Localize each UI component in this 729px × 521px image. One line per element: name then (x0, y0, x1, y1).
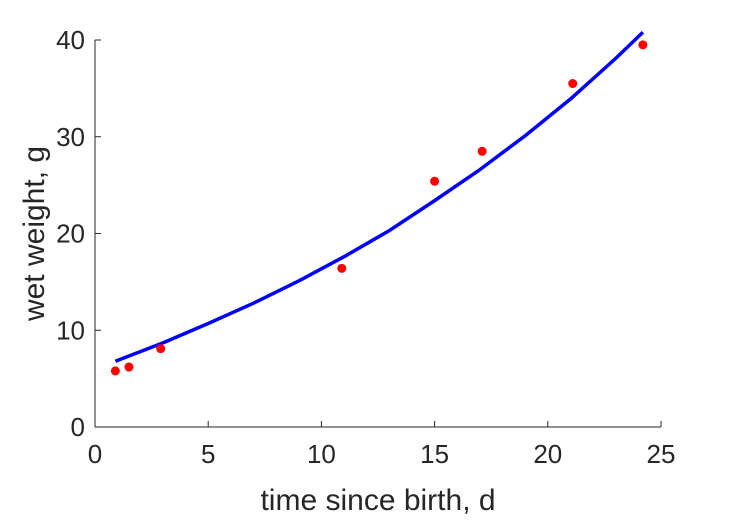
y-tick-label: 10 (56, 315, 85, 345)
x-tick-label: 0 (88, 439, 102, 469)
x-tick-label: 20 (533, 439, 562, 469)
data-point (568, 79, 578, 89)
data-point (430, 176, 440, 186)
fit-curve-line (114, 30, 645, 363)
y-tick-label: 30 (56, 122, 85, 152)
series-layer (110, 30, 648, 376)
y-tick-label: 0 (71, 412, 85, 442)
x-tick-label: 10 (307, 439, 336, 469)
data-point (638, 40, 648, 50)
y-tick-label: 20 (56, 219, 85, 249)
axes: 0 5 10 15 20 25 0 10 20 30 40 (56, 25, 675, 469)
data-point (110, 366, 120, 376)
x-tick-label: 5 (201, 439, 215, 469)
data-point (156, 344, 166, 354)
x-tick-label: 25 (647, 439, 676, 469)
y-axis-label: wet weight, g (18, 146, 51, 322)
x-axis-label: time since birth, d (260, 484, 495, 517)
data-point (124, 362, 134, 372)
axis-labels: time since birth, d wet weight, g (18, 146, 496, 517)
y-tick-label: 40 (56, 25, 85, 55)
data-point (337, 263, 347, 273)
data-point (477, 146, 487, 156)
x-tick-label: 15 (420, 439, 449, 469)
